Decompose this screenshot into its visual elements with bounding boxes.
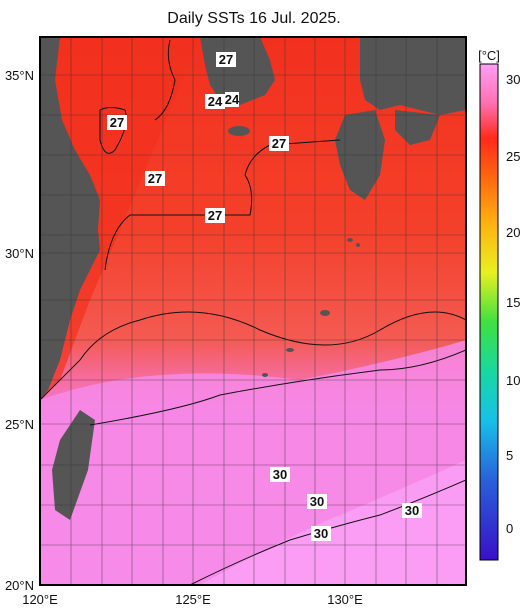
svg-text:27: 27 bbox=[272, 136, 286, 151]
map-title: Daily SSTs 16 Jul. 2025. bbox=[167, 10, 341, 27]
ryukyu-islands bbox=[262, 238, 360, 377]
colorbar-tick-0: 0 bbox=[506, 521, 513, 536]
lon-label-130e: 130°E bbox=[327, 592, 363, 607]
svg-text:30: 30 bbox=[273, 467, 287, 482]
contour-label-27-east-china-sea: 27 bbox=[205, 208, 225, 223]
lat-label-25n: 25°N bbox=[5, 417, 34, 432]
honshu-land bbox=[360, 37, 466, 115]
svg-text:30: 30 bbox=[314, 526, 328, 541]
jeju-island bbox=[228, 126, 250, 136]
contour-label-27-kyushu: 27 bbox=[269, 136, 289, 151]
svg-text:30: 30 bbox=[405, 503, 419, 518]
svg-text:27: 27 bbox=[219, 52, 233, 67]
lat-label-30n: 30°N bbox=[5, 246, 34, 261]
lon-label-125e: 125°E bbox=[175, 592, 211, 607]
contour-label-24-korea-2: 24 bbox=[225, 92, 240, 107]
colorbar-unit: [°C] bbox=[478, 48, 500, 63]
svg-text:24: 24 bbox=[225, 92, 240, 107]
contour-label-30-a: 30 bbox=[270, 467, 290, 482]
svg-text:30: 30 bbox=[310, 494, 324, 509]
contour-label-30-c: 30 bbox=[402, 503, 422, 518]
svg-text:24: 24 bbox=[208, 94, 223, 109]
lat-label-35n: 35°N bbox=[5, 68, 34, 83]
colorbar-scale bbox=[479, 63, 499, 561]
map-area bbox=[40, 37, 466, 585]
colorbar-tick-30: 30 bbox=[506, 72, 520, 87]
svg-text:27: 27 bbox=[208, 208, 222, 223]
contour-label-30-b: 30 bbox=[307, 494, 327, 509]
colorbar: [°C] 30 25 20 15 10 5 0 bbox=[478, 48, 520, 561]
contour-labels: 27 27 24 24 27 27 27 30 bbox=[107, 52, 422, 541]
lat-label-20n: 20°N bbox=[5, 578, 34, 593]
contour-label-24-korea: 24 bbox=[205, 94, 225, 109]
graticule bbox=[40, 37, 466, 585]
contour-label-27-shanghai: 27 bbox=[145, 171, 165, 186]
colorbar-tick-25: 25 bbox=[506, 149, 520, 164]
colorbar-tick-20: 20 bbox=[506, 225, 520, 240]
contour-label-27-korea: 27 bbox=[216, 52, 236, 67]
colorbar-tick-5: 5 bbox=[506, 448, 513, 463]
contour-label-30-d: 30 bbox=[311, 526, 331, 541]
svg-text:27: 27 bbox=[110, 115, 124, 130]
china-land bbox=[40, 37, 100, 400]
colorbar-tick-15: 15 bbox=[506, 295, 520, 310]
isotherm-contours bbox=[40, 39, 466, 585]
contour-label-27-yellow-sea: 27 bbox=[107, 115, 127, 130]
map-frame bbox=[39, 36, 467, 586]
colorbar-tick-10: 10 bbox=[506, 373, 520, 388]
svg-text:27: 27 bbox=[148, 171, 162, 186]
lon-label-120e: 120°E bbox=[22, 592, 58, 607]
